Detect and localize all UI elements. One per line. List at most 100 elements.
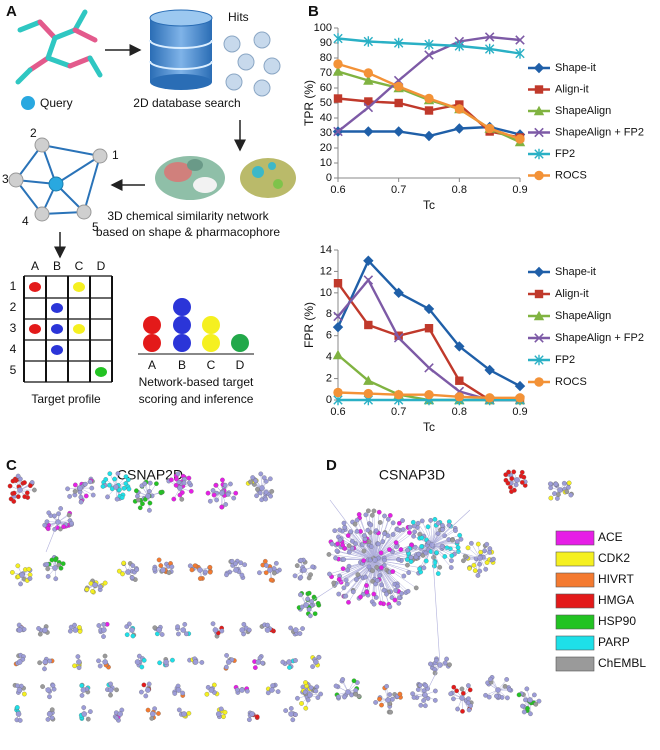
marker [484, 364, 495, 376]
node [17, 487, 23, 493]
node [7, 483, 13, 489]
node [356, 512, 362, 517]
node [377, 696, 382, 702]
node [168, 477, 174, 483]
node [505, 695, 510, 701]
node [432, 517, 438, 522]
legend-label: ChEMBL [598, 656, 646, 670]
node [215, 711, 222, 717]
node [149, 716, 155, 721]
node [523, 697, 528, 703]
node [450, 537, 455, 543]
node [210, 621, 216, 627]
node [241, 621, 247, 627]
node [416, 551, 422, 557]
node [370, 578, 375, 584]
node [123, 474, 129, 480]
node [288, 625, 293, 631]
marker [484, 43, 495, 55]
node [125, 477, 131, 483]
node [300, 626, 305, 631]
node [297, 631, 303, 636]
score-label: C [207, 358, 216, 372]
node [387, 547, 392, 552]
marker [424, 106, 434, 115]
node [158, 563, 164, 568]
node [387, 692, 393, 697]
node [566, 480, 572, 486]
node [413, 585, 419, 591]
node [263, 479, 269, 484]
node [181, 480, 187, 486]
node [421, 698, 426, 703]
edge [374, 512, 380, 561]
node [455, 706, 460, 712]
legend-marker [534, 354, 544, 366]
node [84, 587, 90, 592]
node [173, 482, 179, 488]
pharmacophore-blob [240, 158, 296, 198]
node [412, 529, 417, 535]
node [56, 511, 61, 517]
node [58, 565, 64, 571]
node [432, 698, 438, 703]
node [444, 656, 449, 662]
legend-label: ShapeAlign [555, 310, 611, 322]
node [263, 496, 268, 502]
node [186, 480, 192, 486]
node [342, 694, 347, 700]
node [387, 604, 393, 610]
marker [454, 392, 465, 402]
node [318, 691, 324, 697]
marker [364, 97, 373, 106]
legend-label: HIVRT [598, 572, 634, 586]
node [288, 706, 294, 711]
legend-swatch [555, 551, 595, 567]
legend-marker [534, 333, 544, 343]
node [102, 653, 108, 659]
node [370, 568, 375, 574]
node [22, 480, 27, 485]
node [380, 539, 386, 544]
node [189, 567, 195, 573]
node [298, 592, 303, 598]
edge [431, 543, 458, 546]
node [398, 547, 404, 552]
legend-label: Shape-it [555, 62, 596, 74]
node [156, 711, 161, 716]
legend-marker [533, 62, 545, 74]
node [425, 524, 431, 530]
node [176, 479, 182, 485]
node [371, 508, 377, 514]
node [315, 600, 321, 606]
node [417, 682, 423, 688]
node [66, 512, 72, 518]
node [434, 550, 439, 556]
node [405, 562, 410, 568]
node [290, 717, 296, 723]
profile-title: Target profile [31, 392, 101, 406]
node [280, 659, 286, 665]
node [397, 691, 403, 697]
node [102, 580, 108, 586]
node [355, 572, 361, 577]
node [315, 695, 321, 700]
node [385, 516, 391, 522]
node [288, 711, 294, 717]
legend-label: ShapeAlign + FP2 [555, 126, 644, 138]
node [247, 717, 252, 723]
node [379, 582, 384, 588]
node [105, 494, 110, 500]
marker [363, 36, 374, 47]
node [465, 545, 471, 551]
marker [393, 81, 404, 92]
node [307, 692, 313, 698]
node [260, 660, 265, 666]
node [257, 570, 262, 576]
node [21, 626, 27, 632]
node [175, 687, 182, 693]
profile-column: C [75, 259, 84, 273]
profile-row: 4 [10, 342, 17, 356]
node [337, 537, 343, 543]
node [409, 542, 415, 548]
